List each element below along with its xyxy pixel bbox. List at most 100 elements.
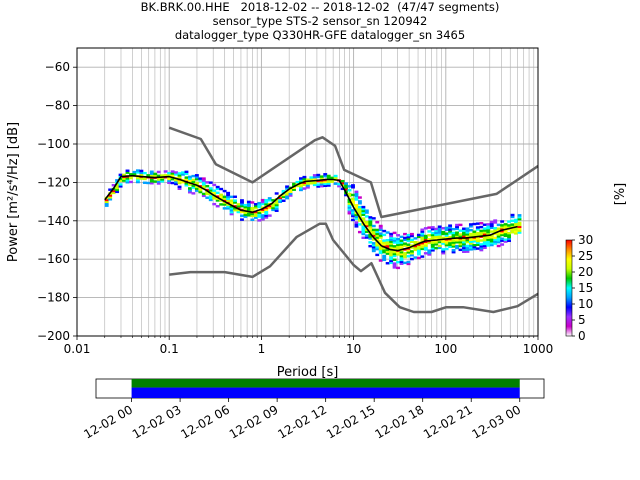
heatmap-cell	[389, 253, 394, 257]
heatmap-cell	[437, 240, 442, 244]
heatmap-cell	[191, 192, 196, 195]
heatmap-cell	[167, 181, 172, 184]
heatmap-cell	[354, 207, 359, 211]
heatmap-cell	[489, 220, 494, 224]
heatmap-cell	[246, 204, 251, 207]
heatmap-cell	[285, 196, 290, 200]
heatmap-cell	[264, 216, 269, 219]
heatmap-cell	[423, 240, 428, 243]
heatmap-cell	[375, 247, 380, 251]
heatmap-cell	[465, 246, 470, 250]
heatmap-cell	[406, 255, 411, 258]
heatmap-cell	[434, 227, 439, 231]
heatmap-cell	[115, 184, 120, 188]
heatmap-cell	[385, 250, 390, 253]
heatmap-cell	[357, 209, 362, 213]
heatmap-cell	[500, 229, 505, 233]
heatmap-cell	[434, 246, 439, 250]
heatmap-cell	[385, 239, 390, 242]
heatmap-cell	[118, 183, 123, 186]
heatmap-cell	[482, 233, 487, 236]
heatmap-cell	[295, 184, 300, 188]
heatmap-cell	[500, 224, 505, 227]
heatmap-cell	[191, 180, 196, 184]
heatmap-cell	[496, 240, 501, 244]
heatmap-cell	[472, 245, 477, 249]
noise-models	[168, 126, 539, 314]
heatmap-cell	[267, 197, 272, 200]
heatmap-cell	[111, 184, 116, 187]
heatmap-cell	[299, 184, 303, 188]
heatmap-cell	[455, 246, 459, 250]
heatmap-cell	[500, 239, 505, 242]
heatmap-cell	[177, 179, 182, 183]
timeline-tick-label: 12-02 21	[421, 402, 475, 441]
heatmap-cell	[430, 226, 435, 229]
heatmap-cell	[177, 185, 182, 189]
heatmap-cell	[368, 227, 373, 231]
heatmap-cell	[378, 234, 383, 237]
heatmap-cell	[517, 225, 522, 229]
heatmap-cell	[156, 174, 161, 178]
heatmap-cell	[410, 257, 414, 261]
timeline-tick-label: 12-02 03	[130, 402, 184, 441]
heatmap-cell	[371, 244, 376, 247]
heatmap-cell	[468, 228, 473, 232]
heatmap-cell	[451, 231, 456, 235]
heatmap-cell	[489, 224, 494, 228]
heatmap-cell	[305, 178, 310, 181]
heatmap-cell	[396, 245, 401, 248]
heatmap-cell	[191, 184, 196, 187]
heatmap-cell	[149, 178, 154, 181]
heatmap-cell	[475, 226, 480, 229]
heatmap-cell	[215, 199, 220, 202]
heatmap-cell	[403, 244, 407, 247]
heatmap-cell	[503, 223, 508, 226]
heatmap-cell	[496, 239, 501, 242]
heatmap-cell	[430, 247, 435, 250]
heatmap-cell	[500, 227, 505, 231]
heatmap-cell	[455, 235, 459, 238]
heatmap-cell	[451, 233, 456, 237]
heatmap-cell	[486, 225, 491, 228]
heatmap-cell	[486, 236, 491, 239]
heatmap-cell	[389, 242, 394, 245]
heatmap-cell	[208, 194, 213, 198]
heatmap-cell	[149, 172, 154, 175]
heatmap-cell	[444, 243, 449, 247]
heatmap-cell	[396, 253, 401, 256]
heatmap-cell	[184, 172, 189, 175]
heatmap-cell	[444, 228, 449, 232]
heatmap-cell	[441, 250, 446, 253]
heatmap-cell	[503, 232, 508, 236]
heatmap-cell	[111, 191, 116, 195]
heatmap-cell	[448, 226, 453, 229]
heatmap-cell	[194, 189, 199, 192]
heatmap-cell	[392, 258, 397, 261]
heatmap-cell	[437, 231, 442, 234]
heatmap-cell	[142, 177, 147, 181]
heatmap-cell	[420, 238, 425, 241]
heatmap-cell	[403, 255, 407, 259]
heatmap-cell	[465, 238, 470, 242]
heatmap-cell	[437, 233, 442, 236]
heatmap-cell	[448, 232, 453, 235]
heatmap-cell	[229, 212, 234, 216]
heatmap-cell	[444, 226, 449, 230]
heatmap-cell	[281, 195, 286, 199]
heatmap-cell	[170, 178, 175, 181]
heatmap-cell	[399, 245, 404, 248]
heatmap-cell	[326, 184, 331, 187]
heatmap-cell	[309, 176, 314, 179]
heatmap-cell	[226, 195, 231, 199]
heatmap-cell	[285, 195, 290, 198]
heatmap-cell	[510, 213, 515, 217]
heatmap-cell	[312, 174, 317, 177]
heatmap-cell	[399, 252, 404, 256]
heatmap-cell	[361, 236, 366, 240]
heatmap-cell	[406, 233, 411, 237]
heatmap-cell	[375, 234, 380, 237]
heatmap-cell	[378, 245, 383, 249]
heatmap-cell	[462, 227, 466, 230]
heatmap-cell	[375, 221, 380, 224]
